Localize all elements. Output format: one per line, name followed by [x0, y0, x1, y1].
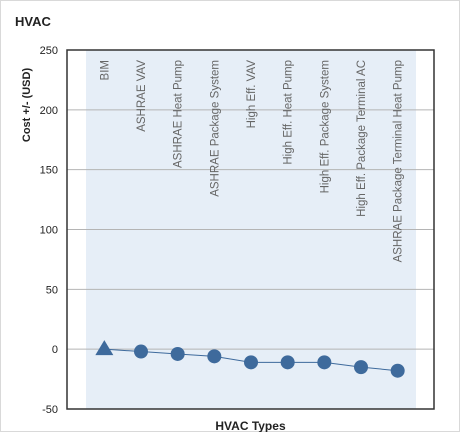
y-tick-label: 0: [52, 344, 58, 356]
y-tick-label: 200: [40, 105, 58, 117]
data-point[interactable]: [170, 346, 185, 361]
y-tick-labels: -50 0 50 100 150 200 250: [40, 45, 58, 416]
y-tick-label: 150: [40, 165, 58, 177]
data-point[interactable]: [280, 355, 295, 370]
data-point-triangle[interactable]: [95, 340, 114, 356]
category-label: High Eff. Heat Pump: [283, 60, 295, 165]
plot-border: [66, 49, 435, 410]
data-point[interactable]: [244, 355, 258, 370]
y-tick-label: -50: [42, 404, 58, 416]
data-point[interactable]: [134, 344, 148, 359]
series-line-group: [95, 340, 405, 378]
category-label: High Eff. Package System: [319, 60, 331, 193]
y-tick-label: 250: [40, 45, 58, 57]
y-tick-label: 100: [40, 225, 58, 237]
grid-lines: [67, 109, 434, 350]
x-axis-label: HVAC Types: [215, 419, 286, 432]
panel-title: HVAC: [15, 14, 51, 29]
data-point[interactable]: [317, 355, 332, 370]
category-label: ASHRAE Package System: [209, 60, 221, 197]
data-point[interactable]: [354, 360, 368, 375]
category-label: ASHRAE Package Terminal Heat Pump: [393, 60, 405, 262]
category-label: ASHRAE VAV: [136, 60, 148, 132]
category-label: BIM: [99, 60, 111, 80]
category-labels: BIM ASHRAE VAV ASHRAE Heat Pump ASHRAE Pack…: [99, 60, 404, 263]
y-tick-label: 50: [46, 284, 58, 296]
category-label: High Eff. VAV: [246, 60, 258, 129]
data-point[interactable]: [207, 349, 222, 364]
category-label: ASHRAE Heat Pump: [173, 60, 185, 168]
y-axis-label: Cost +/- (USD): [21, 68, 33, 143]
data-point[interactable]: [390, 363, 405, 378]
category-label: High Eff. Package Terminal AC: [356, 60, 368, 217]
